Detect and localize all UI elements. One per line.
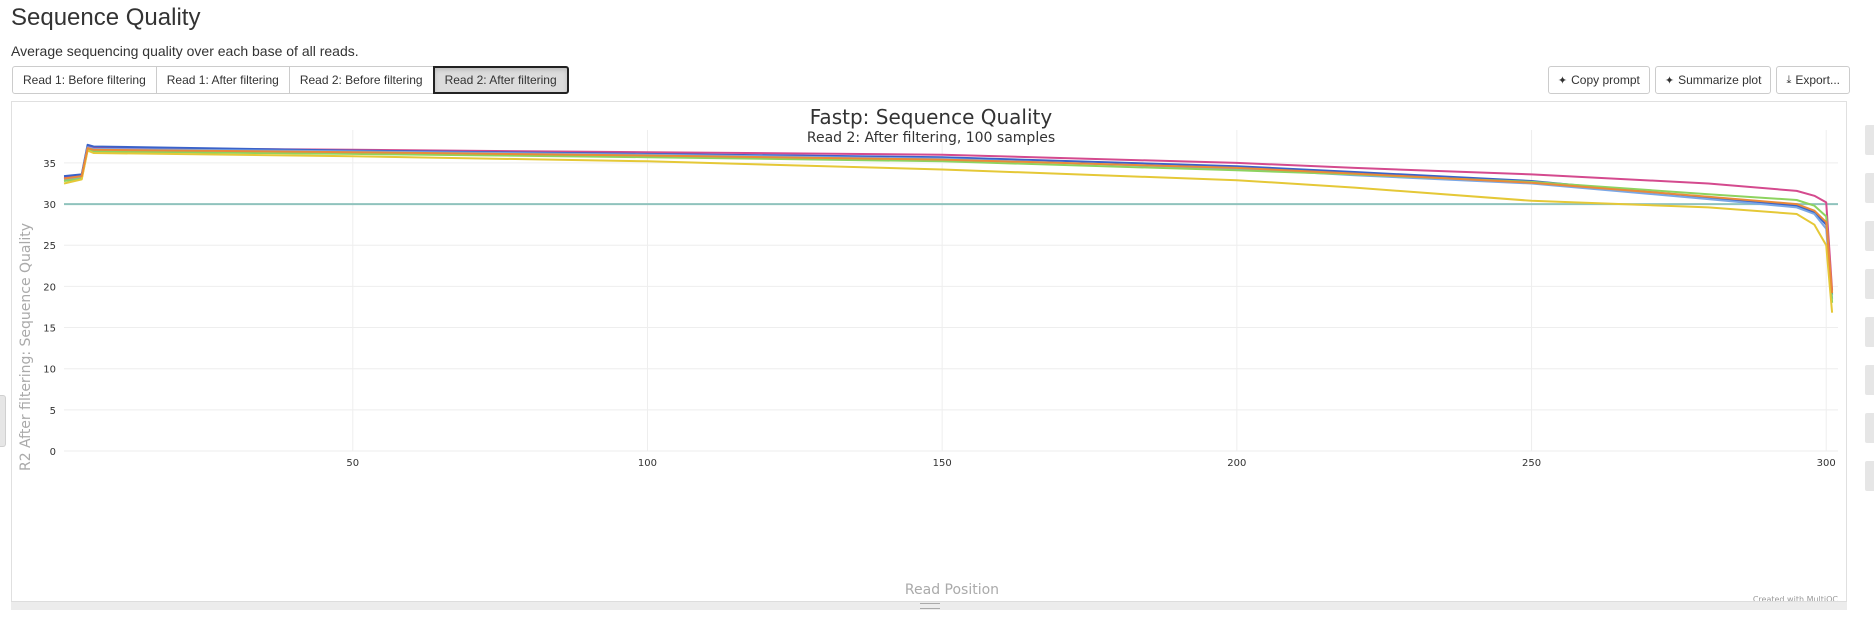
toolbox-tab[interactable] [1865,365,1874,395]
plot-resize-handle[interactable] [11,601,1847,610]
read-tab-group: Read 1: Before filtering Read 1: After f… [12,66,569,94]
y-tick-label: 15 [43,324,56,335]
chart-subtitle: Read 2: After filtering, 100 samples [807,130,1055,146]
x-tick-label: 150 [933,458,952,469]
page-title: Sequence Quality [11,4,201,31]
toolbox-tab[interactable] [1865,317,1874,347]
series-line [63,145,1834,291]
tab-read2-after[interactable]: Read 2: After filtering [432,66,569,94]
export-label: Export... [1795,73,1840,87]
series-line [63,143,1834,295]
toolbox-tab[interactable] [1865,125,1874,155]
series-line [63,149,1834,313]
y-axis-label: R2 After filtering: Sequence Quality [18,223,34,471]
toolbox-tab[interactable] [1865,461,1874,491]
y-tick-label: 35 [43,159,56,170]
y-tick-label: 10 [43,365,56,376]
x-tick-label: 100 [638,458,657,469]
download-icon: ⤓ [1786,73,1792,86]
summarize-plot-button[interactable]: ✦ Summarize plot [1654,66,1772,94]
grid-layer [64,130,1838,452]
y-tick-label: 0 [50,447,56,458]
export-button[interactable]: ⤓ Export... [1776,66,1850,94]
chart-title: Fastp: Sequence Quality [810,105,1053,129]
series-layer [63,143,1834,313]
chart-credit[interactable]: Created with MultiQC [1753,595,1839,604]
plot-container: 50 100 150 200 250 300 0 5 10 15 20 25 30 35 Fastp: S… [11,101,1847,608]
x-tick-label: 50 [346,458,359,469]
toolbox-tab[interactable] [1865,269,1874,299]
toolbox-tab[interactable] [1865,413,1874,443]
page-description: Average sequencing quality over each bas… [11,43,359,59]
tab-read1-after[interactable]: Read 1: After filtering [155,66,290,94]
summarize-plot-label: Summarize plot [1678,73,1762,87]
tab-read2-before[interactable]: Read 2: Before filtering [288,66,434,94]
x-axis-label: Read Position [905,582,999,598]
tab-read1-before[interactable]: Read 1: Before filtering [12,66,157,94]
y-tick-label: 25 [43,241,56,252]
toolbox-tab[interactable] [1865,173,1874,203]
series-line [63,148,1834,303]
y-tick-label: 20 [43,282,56,293]
resize-grip-icon[interactable] [920,603,940,609]
sparkle-icon: ✦ [1557,74,1568,87]
plot-actions: ✦ Copy prompt ✦ Summarize plot ⤓ Export.… [1547,66,1850,94]
x-tick-label: 300 [1817,458,1836,469]
toolbox-tab[interactable] [1865,221,1874,251]
y-tick-label: 5 [50,406,56,417]
axis-layer: 50 100 150 200 250 300 0 5 10 15 20 25 30 35 [43,159,1835,469]
left-sidebar-toggle[interactable] [0,395,6,447]
x-tick-label: 200 [1227,458,1246,469]
copy-prompt-button[interactable]: ✦ Copy prompt [1547,66,1650,94]
sequence-quality-chart: 50 100 150 200 250 300 0 5 10 15 20 25 30 35 Fastp: S… [18,105,1839,604]
copy-prompt-label: Copy prompt [1571,73,1640,87]
y-tick-label: 30 [43,200,56,211]
x-tick-label: 250 [1522,458,1541,469]
series-line [63,147,1834,294]
sparkle-icon: ✦ [1664,74,1675,87]
